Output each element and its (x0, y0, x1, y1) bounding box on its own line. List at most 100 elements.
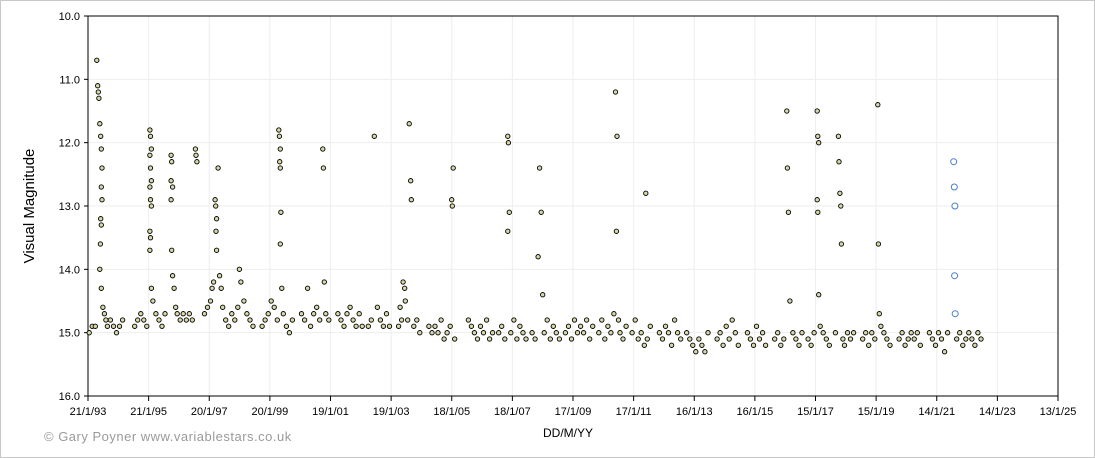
observation-point (438, 317, 444, 323)
observation-point (838, 241, 845, 247)
observation-point (954, 336, 960, 342)
observation-point (177, 317, 183, 323)
observation-point (132, 323, 138, 329)
observation-point (875, 241, 882, 247)
observation-point (511, 317, 517, 323)
observation-point (341, 323, 347, 329)
observation-point (323, 311, 329, 317)
observation-point (643, 190, 649, 196)
observation-point (156, 317, 162, 323)
observation-point (104, 323, 111, 329)
observation-point (402, 298, 408, 304)
observation-point (229, 311, 235, 317)
observation-point (489, 330, 496, 336)
observation-point (720, 342, 726, 348)
observation-point (914, 330, 920, 336)
x-tick-label: 18/1/07 (494, 406, 531, 418)
observation-point (201, 311, 208, 317)
observation-point (223, 317, 229, 323)
observation-point (94, 57, 100, 63)
observation-point (278, 209, 284, 215)
observation-point (696, 336, 702, 342)
observation-point (840, 336, 846, 342)
observation-point (159, 323, 165, 329)
observation-point (735, 342, 741, 348)
observation-point (787, 298, 793, 304)
observation-point (665, 330, 672, 336)
observation-point (304, 285, 311, 291)
x-tick-label: 15/1/17 (797, 406, 834, 418)
observation-point (505, 133, 511, 139)
observation-point (617, 330, 623, 336)
observation-point (562, 330, 569, 336)
observation-point (838, 203, 844, 209)
observation-point (110, 323, 117, 329)
observation-point (408, 197, 414, 203)
observation-point (147, 235, 154, 241)
observation-point (717, 330, 723, 336)
observation-point (95, 83, 101, 89)
observation-point (268, 298, 274, 304)
observation-point (232, 317, 238, 323)
x-tick-label: 15/1/19 (858, 406, 895, 418)
observation-point (405, 317, 411, 323)
observation-point (148, 146, 155, 152)
observation-point (395, 323, 402, 329)
observation-point (860, 336, 866, 342)
observation-point (690, 342, 696, 348)
observation-point (632, 317, 638, 323)
x-tick-label: 14/1/21 (918, 406, 955, 418)
observation-point (162, 311, 168, 317)
observation-point (816, 292, 822, 298)
observation-point (169, 273, 176, 279)
observation-point (732, 330, 738, 336)
observation-point (417, 330, 423, 336)
observation-point (289, 317, 296, 323)
observation-point (963, 336, 969, 342)
observation-point (917, 342, 923, 348)
observation-point (338, 317, 344, 323)
observation-point (150, 298, 156, 304)
y-tick-label: 14.0 (59, 264, 80, 276)
observation-point (186, 311, 192, 317)
observation-point (644, 336, 650, 342)
observation-point (747, 336, 754, 342)
observation-point (835, 133, 842, 139)
observation-point (414, 317, 420, 323)
observation-point (957, 330, 963, 336)
observation-point (541, 330, 547, 336)
observation-point (772, 336, 778, 342)
observation-point (678, 336, 684, 342)
observation-point (183, 317, 189, 323)
observation-point (450, 165, 456, 171)
observation-point (216, 273, 223, 279)
observation-point (662, 323, 669, 329)
observation-point (941, 349, 948, 355)
observation-point (326, 317, 332, 323)
observation-point (477, 323, 484, 329)
observation-point (277, 146, 283, 152)
observation-point (866, 342, 872, 348)
observation-point (535, 254, 541, 260)
observation-point (365, 323, 371, 329)
observation-point (875, 102, 881, 108)
observation-point (286, 330, 293, 336)
observation-point (276, 127, 282, 133)
observation-point (98, 285, 104, 291)
observation-point (820, 330, 826, 336)
observation-point (876, 311, 882, 317)
observation-point (960, 342, 966, 348)
observation-point (574, 330, 581, 336)
x-tick-label: 16/1/15 (737, 406, 774, 418)
observation-point (881, 330, 887, 336)
observation-point (218, 285, 224, 291)
observation-point (171, 285, 177, 291)
observation-point (814, 108, 820, 114)
observation-point (277, 241, 283, 247)
observation-point (314, 304, 320, 310)
observation-point (374, 304, 381, 310)
observation-point (536, 165, 543, 171)
observation-point (452, 336, 458, 342)
observation-point (168, 178, 174, 184)
